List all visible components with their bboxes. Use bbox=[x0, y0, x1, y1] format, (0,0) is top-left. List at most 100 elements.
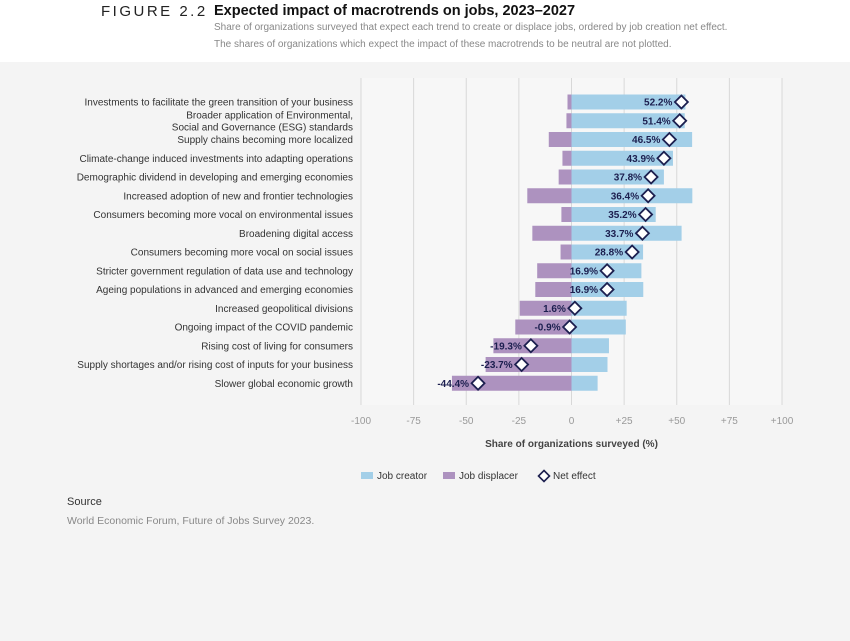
net-effect-marker bbox=[599, 281, 615, 298]
category-label: Broader application of Environmental, bbox=[186, 110, 353, 121]
source-heading: Source bbox=[67, 496, 102, 508]
legend-marker-net-effect bbox=[537, 469, 551, 483]
job-creator-bar bbox=[571, 188, 693, 204]
chart-subtitle-line-2: The shares of organizations which expect… bbox=[214, 39, 672, 50]
net-effect-marker bbox=[637, 206, 654, 223]
category-label: Social and Governance (ESG) standards bbox=[172, 122, 353, 133]
job-displacer-bar bbox=[561, 207, 572, 222]
job-displacer-bar bbox=[562, 150, 572, 166]
job-displacer-bar bbox=[532, 225, 572, 241]
figure-header: FIGURE 2.2 Expected impact of macrotrend… bbox=[0, 0, 850, 62]
net-effect-marker bbox=[523, 337, 539, 354]
legend-label-job-displacer: Job displacer bbox=[459, 471, 519, 482]
category-label: Broadening digital access bbox=[239, 229, 353, 240]
net-effect-marker bbox=[671, 112, 688, 129]
legend-label-net-effect: Net effect bbox=[553, 471, 596, 482]
job-creator-bar bbox=[571, 338, 609, 354]
job-displacer-bar bbox=[535, 282, 572, 297]
net-effect-label: -0.9% bbox=[534, 323, 560, 334]
job-creator-bar bbox=[571, 357, 608, 372]
chart-subtitle-line-1: Share of organizations surveyed that exp… bbox=[214, 22, 728, 33]
x-tick-label: -50 bbox=[459, 416, 474, 427]
category-label: Investments to facilitate the green tran… bbox=[85, 98, 353, 109]
job-creator-bar bbox=[571, 169, 664, 185]
job-creator-bar bbox=[571, 244, 644, 260]
x-tick-label: +75 bbox=[721, 416, 738, 427]
net-effect-marker bbox=[513, 356, 530, 373]
net-effect-label: -44.4% bbox=[437, 379, 469, 390]
net-effect-label: 51.4% bbox=[642, 116, 670, 127]
x-tick-label: +50 bbox=[668, 416, 685, 427]
legend-swatch-job-displacer bbox=[443, 472, 455, 479]
net-effect-label: 16.9% bbox=[570, 266, 598, 277]
x-axis-title: Share of organizations surveyed (%) bbox=[485, 439, 658, 450]
job-displacer-bar bbox=[519, 300, 572, 316]
net-effect-label: 52.2% bbox=[644, 98, 672, 109]
job-displacer-bar bbox=[567, 94, 572, 110]
net-effect-label: 37.8% bbox=[614, 173, 642, 184]
x-tick-label: +100 bbox=[771, 416, 794, 427]
job-creator-bar bbox=[571, 150, 673, 166]
x-tick-label: -75 bbox=[406, 416, 421, 427]
net-effect-marker bbox=[656, 150, 672, 167]
category-label: Climate-change induced investments into … bbox=[79, 154, 353, 165]
legend-label-job-creator: Job creator bbox=[377, 471, 428, 482]
category-label: Increased geopolitical divisions bbox=[215, 304, 353, 315]
job-creator-bar bbox=[571, 113, 685, 129]
category-label: Supply chains becoming more localized bbox=[177, 135, 353, 146]
job-displacer-bar bbox=[548, 132, 572, 147]
job-creator-bar bbox=[571, 319, 626, 335]
x-tick-label: +25 bbox=[616, 416, 633, 427]
net-effect-marker bbox=[640, 187, 656, 204]
x-tick-label: 0 bbox=[569, 416, 575, 427]
net-effect-label: 28.8% bbox=[595, 248, 623, 259]
category-label: Increased adoption of new and frontier t… bbox=[123, 191, 353, 202]
source-text: World Economic Forum, Future of Jobs Sur… bbox=[67, 515, 315, 527]
job-displacer-bar bbox=[515, 319, 572, 335]
net-effect-marker bbox=[561, 319, 578, 335]
net-effect-marker bbox=[624, 244, 640, 260]
net-effect-label: 1.6% bbox=[543, 304, 566, 315]
figure-label: FIGURE 2.2 bbox=[101, 3, 208, 20]
category-label: Demographic dividend in developing and e… bbox=[77, 173, 353, 184]
net-effect-marker bbox=[673, 94, 690, 110]
x-tick-label: -25 bbox=[512, 416, 527, 427]
category-label: Consumers becoming more vocal on environ… bbox=[93, 210, 353, 221]
job-displacer-bar bbox=[451, 375, 572, 391]
job-creator-bar bbox=[571, 132, 693, 147]
category-label: Stricter government regulation of data u… bbox=[96, 266, 353, 277]
job-displacer-bar bbox=[527, 188, 572, 204]
legend-swatch-job-creator bbox=[361, 472, 373, 479]
net-effect-marker bbox=[567, 300, 583, 317]
net-effect-marker bbox=[634, 225, 651, 242]
job-displacer-bar bbox=[558, 169, 572, 185]
net-effect-label: 35.2% bbox=[608, 210, 636, 221]
net-effect-label: 46.5% bbox=[632, 135, 660, 146]
category-label: Ongoing impact of the COVID pandemic bbox=[175, 323, 353, 334]
net-effect-label: -19.3% bbox=[490, 341, 522, 352]
job-creator-bar bbox=[571, 225, 682, 241]
net-effect-label: 33.7% bbox=[605, 229, 633, 240]
category-label: Slower global economic growth bbox=[215, 379, 353, 390]
net-effect-label: 43.9% bbox=[627, 154, 655, 165]
category-label: Ageing populations in advanced and emerg… bbox=[96, 285, 353, 296]
net-effect-marker bbox=[599, 262, 615, 279]
category-label: Supply shortages and/or rising cost of i… bbox=[77, 360, 353, 371]
category-label: Consumers becoming more vocal on social … bbox=[131, 248, 353, 259]
job-displacer-bar bbox=[560, 244, 572, 260]
net-effect-label: -23.7% bbox=[481, 360, 513, 371]
net-effect-label: 16.9% bbox=[570, 285, 598, 296]
net-effect-marker bbox=[661, 131, 678, 148]
category-label: Rising cost of living for consumers bbox=[201, 341, 353, 352]
job-creator-bar bbox=[571, 300, 627, 316]
chart-title: Expected impact of macrotrends on jobs, … bbox=[214, 3, 576, 19]
job-displacer-bar bbox=[566, 113, 572, 129]
x-tick-label: -100 bbox=[351, 416, 371, 427]
job-displacer-bar bbox=[537, 263, 572, 279]
net-effect-marker bbox=[643, 169, 659, 185]
net-effect-label: 36.4% bbox=[611, 191, 639, 202]
job-creator-bar bbox=[571, 94, 686, 110]
net-effect-marker bbox=[470, 375, 486, 392]
job-creator-bar bbox=[571, 375, 598, 391]
